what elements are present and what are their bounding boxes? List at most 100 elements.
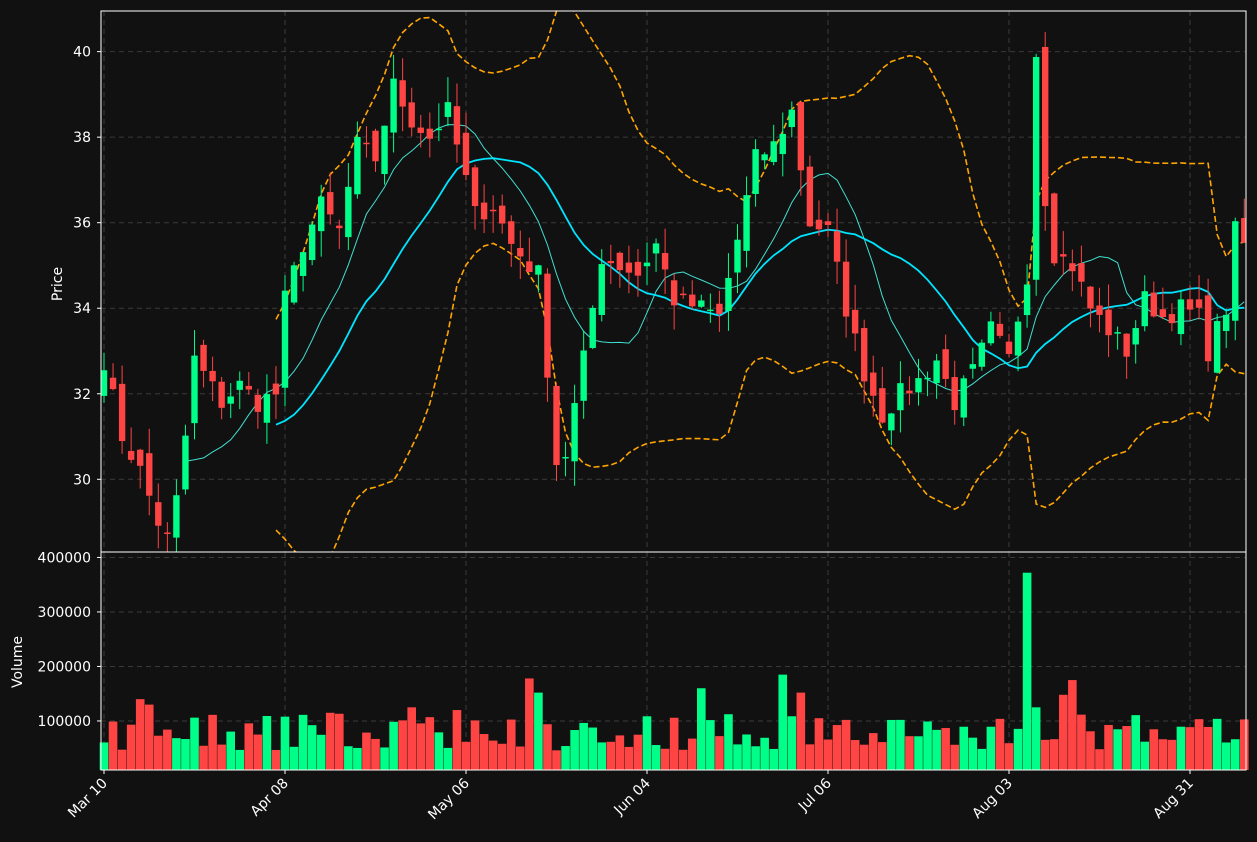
candle-body [680,293,687,296]
volume-bar [859,744,869,770]
candle-body [915,378,922,393]
candle-body [354,136,361,195]
volume-bar [733,744,742,770]
volume-bar [280,716,290,770]
volume-bar [878,742,887,770]
volume-bar [1221,742,1231,770]
candle-body [327,192,334,215]
candle-body [725,277,732,312]
candle-body [209,370,216,382]
volume-bar [398,720,407,770]
volume-bar [1077,714,1086,770]
volume-tick-label: 300000 [38,605,91,621]
candle-body [1032,57,1040,280]
volume-bar [362,732,371,770]
candle-body [408,102,415,128]
volume-bar [1049,739,1059,770]
volume-bar [868,733,878,770]
volume-bar [181,739,190,770]
candle-body [824,221,832,225]
volume-bar [1013,728,1023,770]
volume-bar [887,719,896,770]
candle-body [652,243,660,254]
volume-bar [1194,719,1204,770]
volume-bar [959,726,969,770]
volume-bar [1167,739,1177,770]
volume-bar [1176,726,1186,770]
candle-body [435,128,443,131]
candle-body [933,360,940,384]
candle-body [508,221,515,244]
candle-body [1105,309,1112,336]
volume-bar [1185,727,1195,770]
candle-body [155,502,162,526]
volume-bar [534,692,543,770]
candle-body [788,109,795,128]
candle-body [625,262,633,273]
volume-bar [208,714,217,770]
volume-bar [896,719,905,770]
candle-body [526,261,533,273]
candle-body [453,106,461,145]
candle-body [272,383,280,395]
candle-body [1014,321,1022,356]
bollinger-bands [275,11,1245,552]
candle-body [851,309,859,334]
volume-bar [1113,729,1122,770]
price-tick-label: 38 [73,130,91,146]
candle-body [1069,263,1076,272]
volume-gridlines [101,552,1246,770]
candle-body [127,451,135,460]
candle-body [480,202,488,220]
candle-body [164,532,171,535]
volume-bar [371,738,380,770]
candle-body [345,186,352,238]
candle-body [770,141,777,163]
volume-bar [1022,572,1032,770]
candle-body [517,248,524,257]
volume-bar [669,717,679,770]
volume-bar [1031,707,1041,770]
volume-bar [1068,680,1077,770]
candle-body [471,167,479,207]
volume-tick-label: 100000 [38,714,91,730]
candle-body [1150,292,1157,317]
candle-body [670,280,678,306]
candle-body [109,377,117,390]
candle-body [996,323,1004,336]
candle-body [417,127,424,133]
candle-body [1186,299,1194,310]
volume-bar [1240,719,1249,770]
candle-body [634,261,642,276]
candle-body [698,300,705,307]
volume-bar [226,731,235,770]
candle-body [580,350,587,401]
candle-body [227,396,234,404]
slow-moving-average-line [275,157,1245,426]
candle-body [381,125,388,175]
volume-tick-label: 200000 [38,659,91,675]
upper-band-line [275,11,1245,320]
candle-body [960,378,967,418]
volume-bar [1004,743,1014,770]
candle-body [833,231,841,262]
candle-body [1168,314,1176,324]
candle-body [281,290,289,388]
candle-body [218,381,225,408]
volume-bar [941,728,950,770]
volume-bar [751,746,760,770]
volume-bar [217,744,226,770]
candle-body [1223,314,1230,332]
candle-body [734,239,741,273]
volume-bar [307,725,317,770]
candle-body [299,252,307,276]
candle-body [308,224,316,261]
volume-bar [1149,729,1159,770]
volume-bar [615,735,625,770]
volume-bar [407,707,416,770]
candle-body [1060,254,1067,257]
volume-bar [135,699,145,770]
volume-bar [687,738,697,770]
candle-body [779,133,786,155]
